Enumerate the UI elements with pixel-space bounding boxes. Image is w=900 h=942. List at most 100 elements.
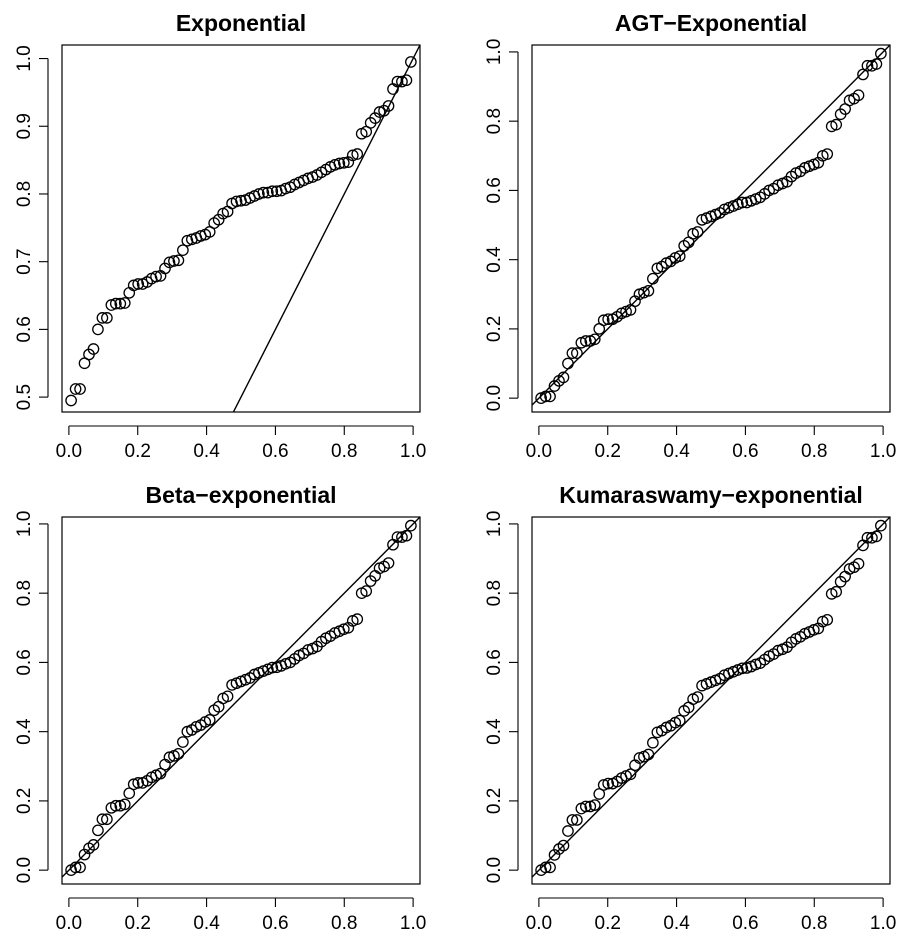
- data-point: [114, 297, 127, 310]
- data-point: [571, 347, 583, 359]
- data-point: [96, 312, 109, 324]
- data-point: [329, 159, 341, 171]
- data-point: [65, 394, 77, 407]
- data-point: [562, 825, 574, 837]
- data-point: [351, 613, 364, 625]
- plot-frame: [61, 516, 421, 885]
- data-point: [544, 390, 556, 403]
- panel-kumaraswamy-exponential: Kumaraswamy−exponential 0.0 0.2 0.4 0.6 0.8 1…: [484, 482, 896, 934]
- y-tick-label: 0.8: [484, 108, 505, 134]
- plot-frame: [531, 44, 891, 413]
- data-point: [92, 323, 104, 336]
- data-point: [548, 849, 561, 861]
- x-tick-label: 0.0: [526, 441, 552, 462]
- data-point: [69, 383, 82, 395]
- x-tick-label: 0.0: [56, 913, 82, 934]
- data-point: [396, 75, 408, 88]
- data-point: [566, 814, 579, 826]
- reference-line: [232, 45, 420, 412]
- data-point: [382, 557, 395, 569]
- y-tick-label: 0.0: [484, 857, 505, 883]
- data-point: [96, 813, 109, 826]
- data-point: [400, 74, 413, 87]
- x-tick-label: 0.8: [331, 441, 357, 462]
- data-point: [109, 297, 122, 310]
- data-point: [396, 531, 408, 543]
- plot-frame: [531, 516, 891, 885]
- data-point: [163, 256, 176, 269]
- data-point: [673, 714, 686, 727]
- data-point: [597, 779, 610, 791]
- data-point: [557, 371, 570, 384]
- data-point: [346, 149, 359, 162]
- x-tick-label: 0.4: [663, 913, 690, 934]
- data-point: [673, 250, 686, 263]
- data-point: [830, 585, 843, 598]
- data-point: [123, 286, 136, 299]
- data-point: [132, 278, 145, 290]
- data-point: [74, 383, 86, 395]
- data-point: [593, 788, 606, 800]
- y-tick-label: 0.0: [484, 385, 505, 411]
- x-tick-label: 0.6: [262, 913, 288, 934]
- data-point: [333, 157, 346, 170]
- x-tick-label: 0.2: [125, 441, 151, 462]
- data-point: [101, 312, 113, 324]
- x-tick-label: 1.0: [400, 913, 426, 934]
- data-point: [539, 390, 552, 403]
- data-point: [230, 195, 243, 208]
- data-point: [266, 661, 279, 674]
- data-point: [118, 798, 131, 811]
- data-point: [852, 89, 865, 102]
- data-point: [154, 767, 167, 780]
- data-point: [691, 226, 704, 238]
- panel-beta-exponential: Beta−exponential 0.0 0.2 0.4 0.6 0.8 1.0 0.0 0.…: [14, 482, 426, 934]
- data-point: [875, 519, 887, 532]
- data-point: [253, 188, 265, 200]
- panel-title: Beta−exponential: [145, 482, 336, 508]
- data-point: [382, 100, 395, 112]
- data-point: [861, 531, 874, 544]
- y-tick-label: 0.2: [484, 316, 505, 342]
- x-tick-label: 0.8: [801, 441, 827, 462]
- data-point: [74, 861, 86, 874]
- x-tick-label: 0.6: [262, 441, 288, 462]
- data-point: [266, 185, 279, 198]
- y-tick-label: 0.8: [14, 580, 35, 606]
- data-point: [584, 800, 597, 813]
- y-tick-label: 0.4: [484, 246, 505, 273]
- y-tick-label: 0.6: [484, 649, 505, 675]
- data-point: [852, 557, 865, 570]
- x-tick-label: 0.4: [663, 441, 690, 462]
- panel-title: Exponential: [176, 10, 306, 36]
- y-tick-label: 1.0: [484, 511, 505, 537]
- data-point: [114, 799, 127, 812]
- data-point: [870, 530, 883, 543]
- data-point: [257, 186, 270, 199]
- data-point: [69, 861, 82, 874]
- plot-area: [532, 45, 890, 406]
- x-tick-label: 0.0: [56, 441, 82, 462]
- y-tick-label: 0.6: [14, 316, 35, 342]
- data-point: [557, 839, 570, 852]
- data-point: [337, 156, 350, 169]
- data-point: [579, 335, 592, 347]
- data-point: [579, 800, 592, 813]
- data-point: [571, 814, 583, 826]
- data-point: [168, 255, 180, 267]
- panel-title: AGT−Exponential: [615, 10, 807, 36]
- data-point: [92, 824, 104, 837]
- x-tick-label: 0.2: [595, 441, 621, 462]
- x-tick-label: 0.8: [331, 913, 357, 934]
- data-point: [177, 244, 189, 257]
- y-tick-label: 0.0: [14, 857, 35, 883]
- data-point: [101, 813, 113, 826]
- data-point: [150, 270, 162, 283]
- data-point: [544, 861, 556, 874]
- data-point: [127, 279, 140, 292]
- data-point: [127, 778, 140, 791]
- x-tick-label: 0.6: [732, 441, 758, 462]
- data-point: [177, 736, 189, 748]
- y-tick-label: 0.9: [14, 113, 35, 139]
- y-tick-label: 0.6: [14, 649, 35, 675]
